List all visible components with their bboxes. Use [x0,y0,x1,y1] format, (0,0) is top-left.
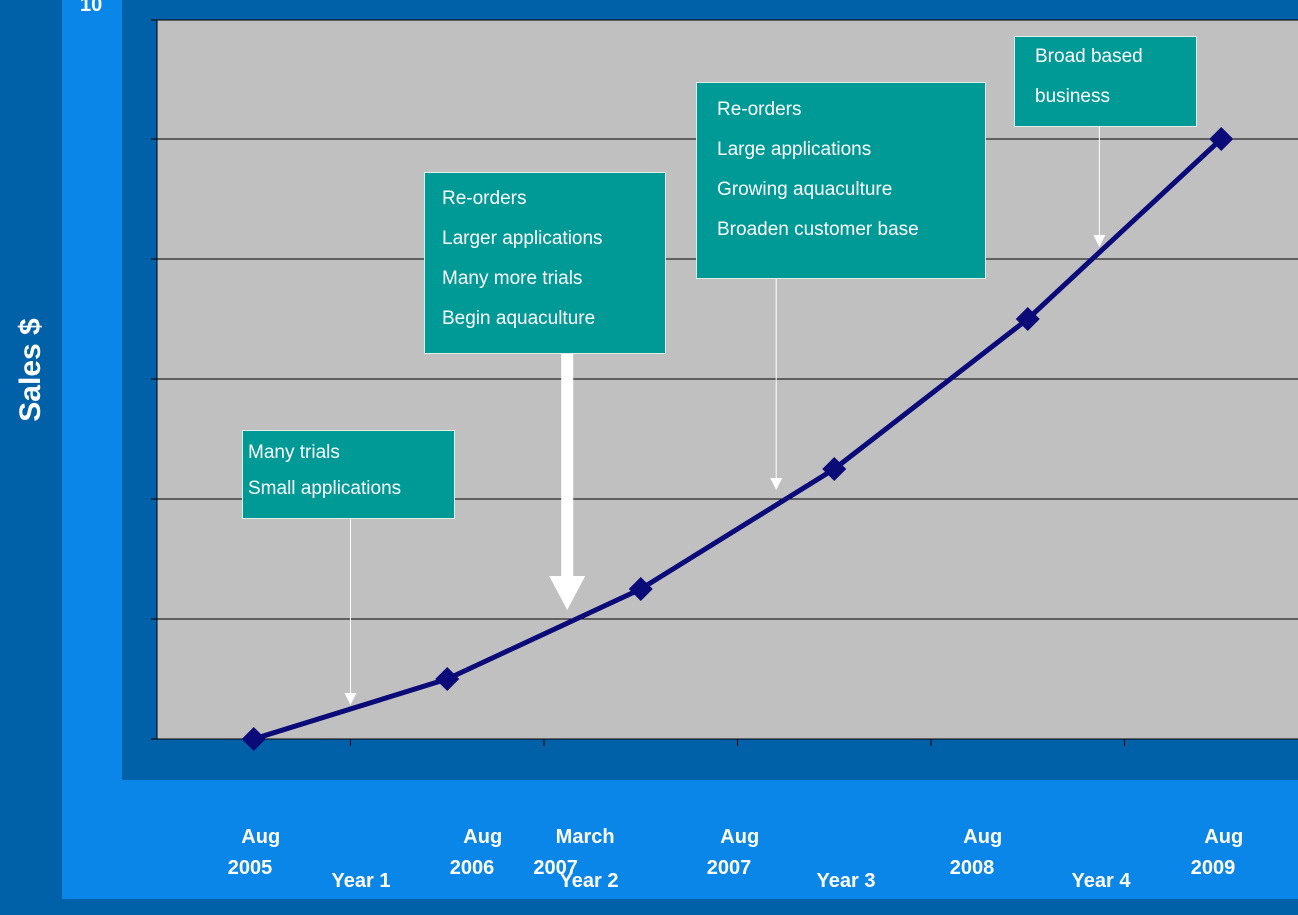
year-label-4: Year 4 [1071,870,1131,892]
annotation-1-line-1: Many trials [248,442,340,463]
annotation-4-line-2: business [1035,86,1110,107]
annotation-4-line-1: Broad based [1035,46,1143,67]
cut-off-top-label: 10 [80,0,103,14]
annotation-box-1: Many trials Small applications [242,430,455,519]
annotation-box-3: Re-orders Large applications Growing aqu… [696,82,986,279]
x-tick-label-5: Aug 2009 [1190,826,1244,879]
left-strip [62,0,122,780]
annotation-3-line-4: Broaden customer base [717,219,919,240]
data-point-marker [822,457,847,481]
annotation-3-line-1: Re-orders [717,99,802,120]
annotation-arrow-shaft [561,354,574,576]
annotation-arrow-head [549,576,586,610]
annotation-arrow-head [1093,235,1106,247]
data-point-marker [241,727,266,751]
x-tick-label-1: Aug 2006 [449,826,503,879]
series-line [253,137,1223,742]
data-point-marker [1015,307,1040,331]
data-point-marker [628,577,653,601]
annotation-arrow-head [770,478,783,490]
annotation-2-line-1: Re-orders [442,188,527,209]
annotation-2-line-2: Larger applications [442,228,603,249]
year-label-2: Year 2 [559,870,619,892]
annotation-arrow-head [344,693,357,705]
data-point-marker [435,667,460,691]
year-label-1: Year 1 [331,870,391,892]
data-point-marker [1209,127,1234,151]
x-tick-label-2: March 2007 [533,826,615,879]
annotation-3-line-2: Large applications [717,139,872,160]
year-label-3: Year 3 [816,870,876,892]
annotation-2-line-4: Begin aquaculture [442,308,596,329]
annotation-2-line-3: Many more trials [442,268,583,289]
x-tick-label-0: Aug 2005 [227,826,281,879]
annotation-box-2: Re-orders Larger applications Many more … [424,172,666,354]
annotation-3-line-3: Growing aquaculture [717,179,893,200]
x-tick-label-3: Aug 2007 [706,826,760,879]
annotation-1-line-2: Small applications [248,478,402,499]
x-axis-band [62,780,1298,899]
x-tick-label-4: Aug 2008 [949,826,1003,879]
annotation-box-4: Broad based business [1014,36,1197,127]
